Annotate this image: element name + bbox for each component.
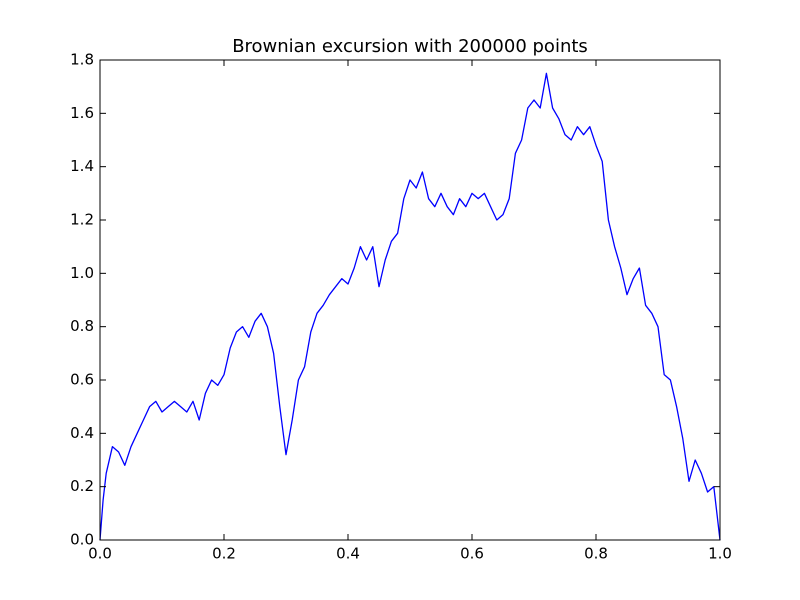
y-tick-label: 0.6 xyxy=(70,371,94,389)
x-tick-label: 0.0 xyxy=(88,545,112,563)
y-tick-label: 1.2 xyxy=(70,211,94,229)
x-tick-label: 0.2 xyxy=(212,545,236,563)
y-tick-label: 0.4 xyxy=(70,424,94,442)
chart-title: Brownian excursion with 200000 points xyxy=(232,36,588,57)
data-line xyxy=(99,72,721,541)
y-tick-label: 0.2 xyxy=(70,477,94,495)
plot-frame xyxy=(99,59,721,541)
y-tick-label: 0.0 xyxy=(70,531,94,549)
x-tick-label: 0.4 xyxy=(336,545,360,563)
x-tick-label: 0.8 xyxy=(584,545,608,563)
y-tick-label: 0.8 xyxy=(70,317,94,335)
y-tick-label: 1.8 xyxy=(70,51,94,69)
y-tick-label: 1.6 xyxy=(70,104,94,122)
y-tick-label: 1.0 xyxy=(70,264,94,282)
x-tick-label: 0.6 xyxy=(460,545,484,563)
x-tick-label: 1.0 xyxy=(708,545,732,563)
y-tick-label: 1.4 xyxy=(70,157,94,175)
